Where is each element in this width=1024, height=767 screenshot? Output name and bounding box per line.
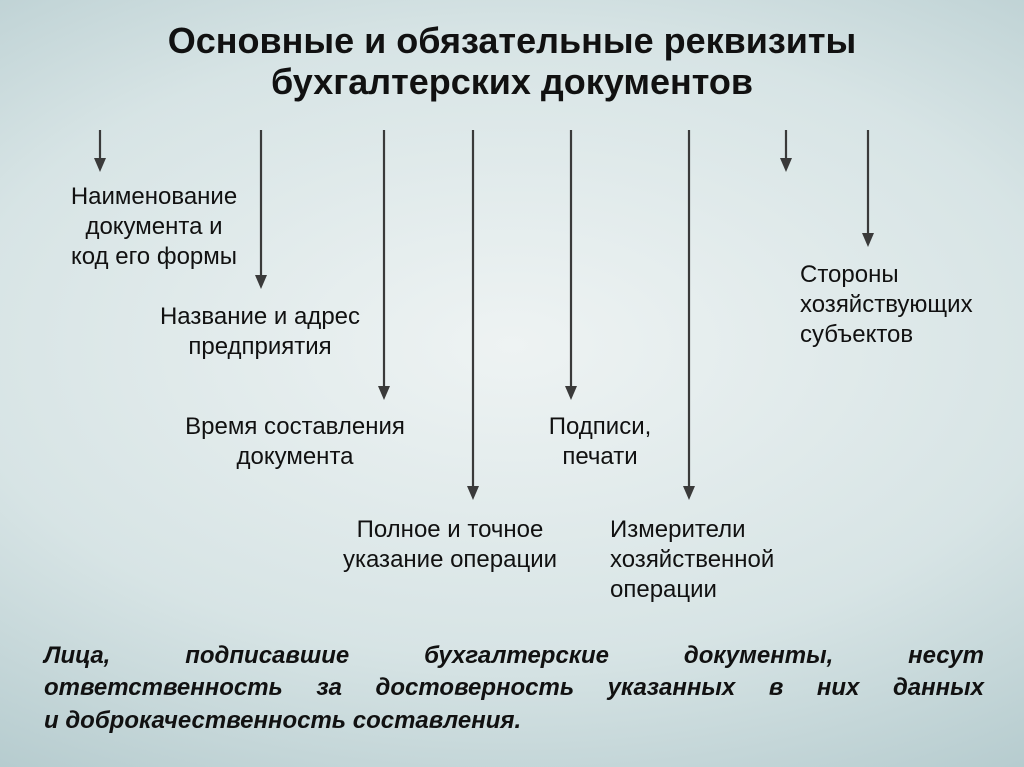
label-l2: Название и адреспредприятия xyxy=(130,302,390,362)
title-line-1: Основные и обязательные реквизиты xyxy=(0,20,1024,61)
footer-line-1: Лица, подписавшие бухгалтерские документ… xyxy=(44,642,984,669)
label-l3: Время составлениядокумента xyxy=(140,412,450,472)
label-l4: Полное и точноеуказание операции xyxy=(300,515,600,575)
footer-note: Лица, подписавшие бухгалтерские документ… xyxy=(44,640,984,737)
label-l5: Подписи,печати xyxy=(520,412,680,472)
arrow-a5 xyxy=(562,130,580,400)
arrow-a7 xyxy=(777,130,795,172)
label-l7: Стороныхозяйствующихсубъектов xyxy=(800,260,1015,350)
arrow-a4 xyxy=(464,130,482,500)
label-l6: Измерителихозяйственнойоперации xyxy=(610,515,870,605)
footer-line-3: и доброкачественность составления. xyxy=(44,705,984,737)
title-line-2: бухгалтерских документов xyxy=(0,61,1024,102)
arrow-a8 xyxy=(859,130,877,247)
arrow-a1 xyxy=(91,130,109,172)
footer-line-2: ответственность за достоверность указанн… xyxy=(44,674,984,701)
label-l1: Наименованиедокумента икод его формы xyxy=(44,182,264,272)
slide-title: Основные и обязательные реквизиты бухгал… xyxy=(0,20,1024,103)
arrow-a6 xyxy=(680,130,698,500)
